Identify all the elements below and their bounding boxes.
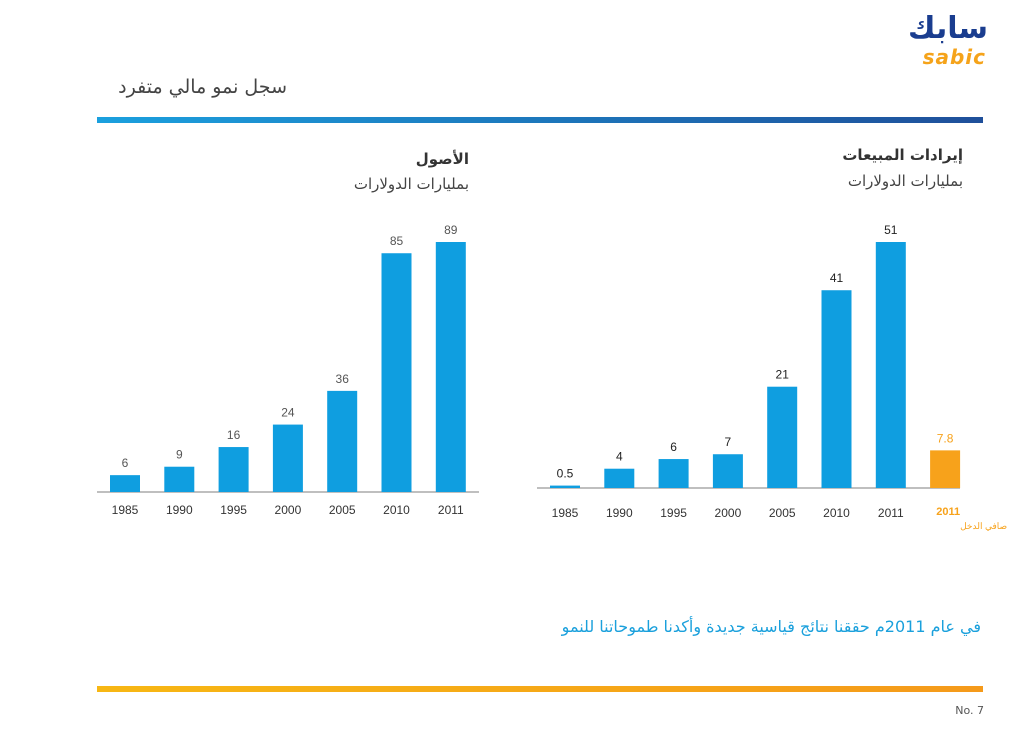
assets-chart-subtitle: بمليارات الدولارات [353, 175, 469, 193]
assets-bar [164, 466, 195, 492]
sales-net-income-data-label: 7.8 [937, 431, 954, 445]
sales-tick-label: 2010 [823, 506, 850, 520]
sales-data-label: 0.5 [557, 467, 574, 481]
sales-chart-title: إيرادات المبيعات [842, 146, 963, 164]
sales-data-label: 51 [884, 223, 898, 237]
sales-bar [821, 290, 852, 488]
sales-data-label: 6 [670, 440, 677, 454]
sales-net-income-bar [930, 450, 961, 488]
assets-data-label: 16 [227, 428, 241, 442]
assets-tick-label: 1985 [112, 503, 139, 517]
assets-tick-label: 2011 [438, 503, 464, 517]
logo-latin-text: sabic [922, 45, 986, 69]
assets-data-label: 6 [122, 456, 129, 470]
sales-tick-label: 2011 [878, 506, 904, 520]
sales-bar [658, 459, 689, 488]
assets-tick-label: 2005 [329, 503, 356, 517]
assets-tick-label: 2000 [275, 503, 302, 517]
assets-data-label: 85 [390, 234, 404, 248]
sales-data-label: 41 [830, 271, 844, 285]
sales-tick-label: 1985 [552, 506, 579, 520]
sales-tick-label: 1990 [606, 506, 633, 520]
footer-divider [97, 686, 983, 692]
sales-tick-label: 2005 [769, 506, 796, 520]
assets-bar [272, 424, 303, 492]
assets-tick-label: 1995 [220, 503, 247, 517]
assets-bar [435, 242, 466, 492]
sales-net-income-caption: صافي الدخل [960, 521, 1007, 531]
sales-bar [604, 468, 635, 488]
page-title: سجل نمو مالي متفرد [118, 76, 287, 98]
sales-data-label: 7 [725, 435, 732, 449]
assets-bar [381, 253, 412, 492]
sales-net-income-tick-label: 2011 [936, 506, 960, 518]
assets-tick-label: 1990 [166, 503, 193, 517]
sales-data-label: 4 [616, 450, 623, 464]
sales-bar [767, 386, 798, 488]
sales-tick-label: 2000 [715, 506, 742, 520]
sales-bar [712, 454, 743, 488]
sales-data-label: 21 [776, 368, 790, 382]
logo-arabic-text: سابك [908, 11, 988, 46]
header-divider [97, 117, 983, 123]
sales-tick-label: 1995 [660, 506, 687, 520]
assets-bar [327, 390, 358, 492]
sales-bar [550, 485, 580, 488]
sabic-logo: سابك sabic [885, 14, 990, 72]
assets-data-label: 9 [176, 448, 183, 462]
tagline: في عام 2011م حققنا نتائج قياسية جديدة وأ… [561, 617, 981, 636]
assets-data-label: 36 [336, 372, 350, 386]
assets-bar [110, 475, 140, 492]
assets-bar [218, 447, 249, 492]
assets-chart-title: الأصول [415, 150, 469, 168]
sales-bar [875, 242, 906, 488]
assets-data-label: 89 [444, 223, 458, 237]
slide-number: No. 7 [955, 704, 984, 717]
assets-data-label: 24 [281, 406, 295, 420]
sales-chart-subtitle: بمليارات الدولارات [847, 172, 963, 190]
assets-tick-label: 2010 [383, 503, 410, 517]
